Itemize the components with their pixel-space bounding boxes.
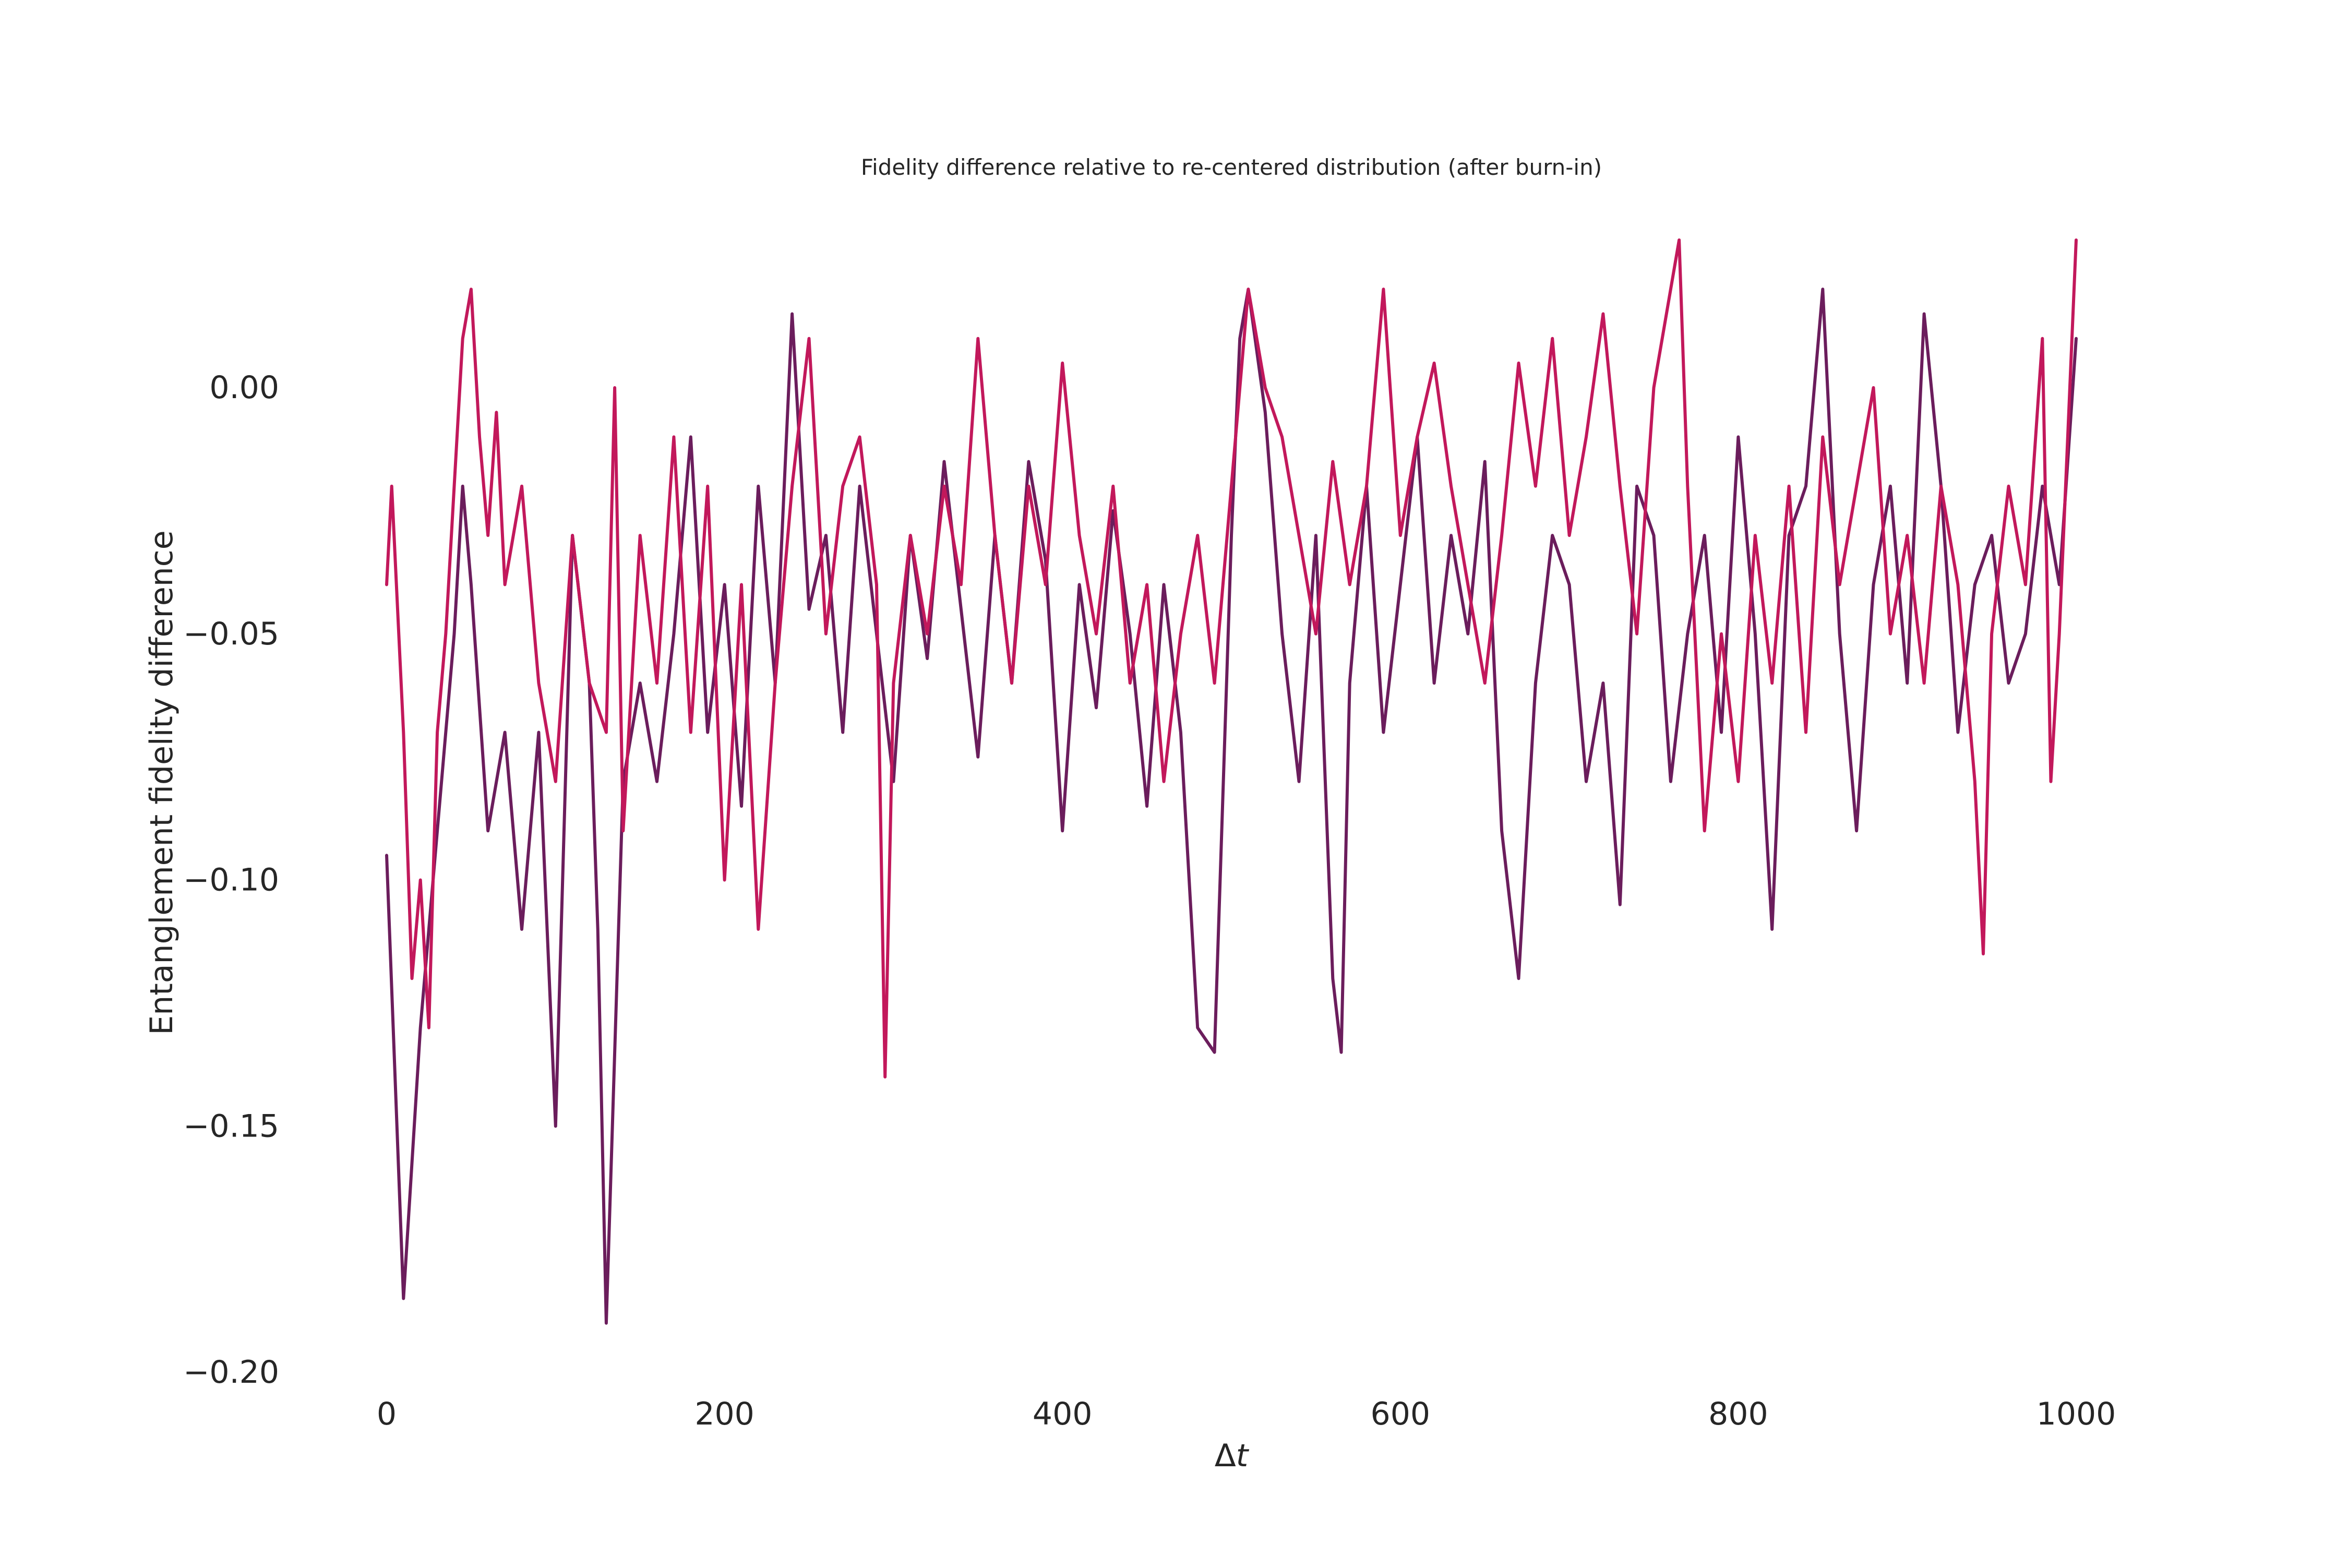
x-axis-label-symbol: Δ [1215, 1438, 1236, 1474]
y-axis-label: Entanglement fidelity difference [143, 530, 180, 1035]
y-tick-labels: 0.00 −0.05 −0.10 −0.15 −0.20 [183, 369, 279, 1391]
series-line-1 [385, 288, 2078, 1325]
x-tick-label: 800 [1708, 1396, 1768, 1432]
x-tick-labels: 0 200 400 600 800 1000 [377, 1396, 2116, 1432]
series-group [385, 238, 2078, 1325]
y-tick-label: 0.00 [209, 369, 279, 406]
y-tick-label: −0.15 [183, 1108, 279, 1144]
x-tick-label: 0 [377, 1396, 397, 1432]
x-tick-label: 200 [694, 1396, 754, 1432]
y-tick-label: −0.05 [183, 616, 279, 652]
x-tick-label: 1000 [2036, 1396, 2116, 1432]
x-axis-label-variable: t [1236, 1438, 1250, 1474]
chart-title: Fidelity difference relative to re-cente… [861, 154, 1602, 180]
x-tick-label: 400 [1033, 1396, 1093, 1432]
x-tick-label: 600 [1371, 1396, 1431, 1432]
y-tick-label: −0.10 [183, 862, 279, 899]
series-line-2 [385, 238, 2078, 1079]
x-axis-label: Δt [1215, 1438, 1250, 1474]
y-tick-label: −0.20 [183, 1354, 279, 1391]
